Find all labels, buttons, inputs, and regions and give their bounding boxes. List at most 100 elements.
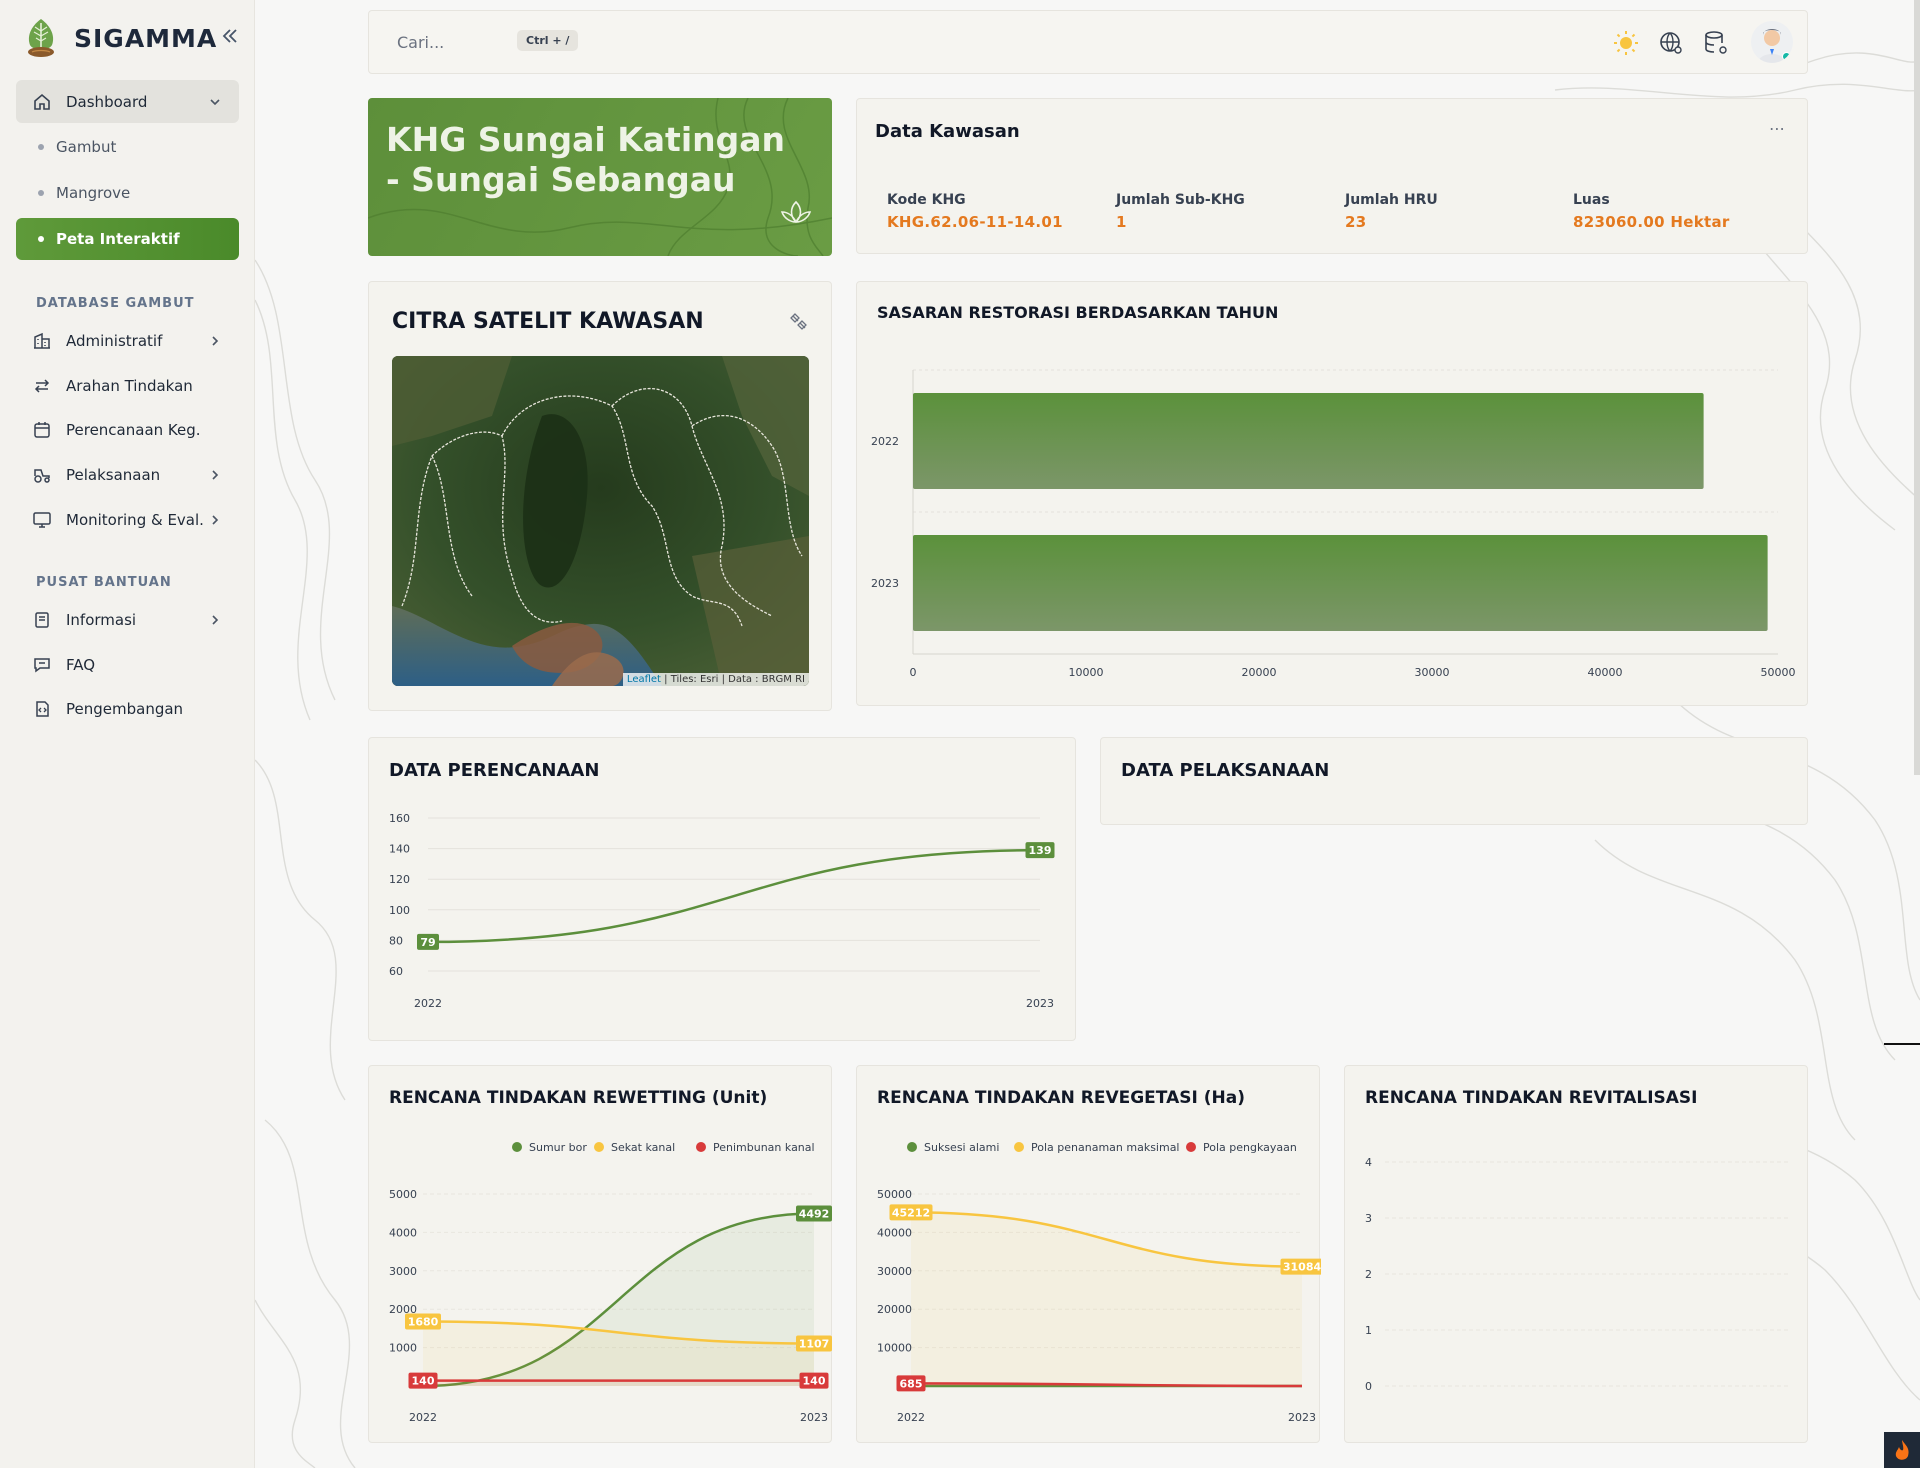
sidebar-item-monitoring[interactable]: Monitoring & Eval. (16, 500, 239, 540)
chart-title: RENCANA TINDAKAN REVITALISASI (1365, 1088, 1698, 1108)
topbar: Cari... Ctrl + / (368, 10, 1808, 74)
data-label: 685 (900, 1377, 923, 1390)
sidebar-item-arahan-tindakan[interactable]: Arahan Tindakan (16, 366, 239, 406)
sidebar-item-pelaksanaan[interactable]: Pelaksanaan (16, 455, 239, 495)
rewetting-chart: 1000 2000 3000 4000 5000 Sumur bor Sekat kanal… (389, 1141, 832, 1424)
building-icon (34, 332, 50, 349)
data-label: 31084 (1283, 1261, 1321, 1274)
y-tick-label: 100 (389, 904, 410, 917)
x-tick-label: 2022 (414, 997, 442, 1010)
data-kawasan-title: Data Kawasan (875, 121, 1020, 142)
data-label-bg (417, 933, 439, 950)
revitalisasi-chart: 0 1 2 3 4 (1365, 1156, 1790, 1393)
x-tick-label: 2022 (409, 1411, 437, 1424)
bullet-icon (38, 190, 44, 196)
flame-button[interactable] (1884, 1432, 1920, 1468)
chart-title: RENCANA TINDAKAN REWETTING (Unit) (389, 1088, 768, 1108)
sidebar-item-faq[interactable]: FAQ (16, 645, 239, 685)
database-settings-icon[interactable] (1702, 29, 1730, 57)
sidebar-item-informasi[interactable]: Informasi (16, 600, 239, 640)
data-label: 45212 (892, 1206, 930, 1219)
leaflet-link[interactable]: Leaflet (626, 674, 661, 685)
y-tick-label: 3000 (389, 1265, 417, 1278)
sidebar-item-mangrove[interactable]: Mangrove (16, 172, 239, 214)
series-line (422, 1320, 815, 1345)
legend-marker (594, 1142, 604, 1152)
chart-title: DATA PELAKSANAAN (1121, 760, 1330, 781)
x-tick-label: 2022 (897, 1411, 925, 1424)
satellite-map[interactable]: Leaflet | Tiles: Esri | Data : BRGM RI (392, 356, 809, 686)
data-label: 1680 (408, 1315, 439, 1328)
sidebar: SIGAMMA Dashboard Gambut Mangrove Peta I… (0, 0, 255, 1468)
y-tick-label: 2023 (871, 577, 899, 590)
sidebar-item-administratif[interactable]: Administratif (16, 321, 239, 361)
data-label-bg (889, 1204, 933, 1221)
hero-contour-pattern (368, 98, 832, 256)
sidebar-item-label: Gambut (56, 138, 117, 156)
double-chevron-left-icon[interactable] (220, 26, 240, 46)
chevron-right-icon (212, 336, 219, 346)
chevron-right-icon (212, 515, 219, 525)
bar-2023 (913, 535, 1768, 631)
chevron-right-icon (212, 615, 219, 625)
avatar-illustration (1758, 29, 1786, 63)
y-tick-label: 140 (389, 843, 410, 856)
sidebar-item-label: Monitoring & Eval. (66, 511, 204, 529)
sun-icon[interactable] (1612, 29, 1640, 57)
data-label-bg (796, 1205, 832, 1222)
data-pelaksanaan-card: DATA PELAKSANAAN (1100, 737, 1808, 825)
chart-title: SASARAN RESTORASI BERDASARKAN TAHUN (877, 303, 1279, 322)
field-label-jumlah-sub-khg: Jumlah Sub-KHG (1116, 192, 1245, 208)
scrollbar-thumb[interactable] (1914, 0, 1920, 775)
legend-marker (696, 1142, 706, 1152)
chevron-down-icon (210, 98, 220, 105)
sidebar-item-label: Perencanaan Keg. (66, 421, 201, 439)
x-tick-label: 0 (910, 666, 917, 679)
sidebar-item-perencanaan[interactable]: Perencanaan Keg. (16, 410, 239, 450)
search-input[interactable]: Cari... (397, 33, 445, 52)
series-area (423, 1380, 814, 1386)
chevron-right-icon (212, 470, 219, 480)
x-tick-label: 2023 (1288, 1411, 1316, 1424)
y-tick-label: 0 (1365, 1380, 1372, 1393)
sidebar-item-label: Administratif (66, 332, 163, 350)
x-tick-label: 10000 (1069, 666, 1104, 679)
revegetasi-chart: 10000 20000 30000 40000 50000 Suksesi alami Po… (877, 1141, 1321, 1424)
x-tick-label: 40000 (1588, 666, 1623, 679)
arrows-swap-icon (34, 379, 50, 393)
legend-marker (512, 1142, 522, 1152)
search-shortcut-badge: Ctrl + / (517, 30, 579, 51)
nav-dashboard-label: Dashboard (66, 92, 148, 111)
data-label: 1107 (799, 1337, 830, 1350)
legend-label: Pola penanaman maksimal (1031, 1141, 1180, 1154)
home-icon (34, 93, 50, 110)
field-label-luas: Luas (1573, 192, 1610, 208)
khg-hero-card: KHG Sungai Katingan - Sungai Sebangau (368, 98, 832, 256)
chat-question-icon (34, 658, 50, 673)
brand[interactable]: SIGAMMA (22, 16, 217, 60)
globe-settings-icon[interactable] (1657, 29, 1685, 57)
sidebar-item-peta-interaktif[interactable]: Peta Interaktif (16, 218, 239, 260)
x-tick-label: 2023 (800, 1411, 828, 1424)
user-avatar[interactable] (1751, 21, 1793, 63)
nav-dashboard[interactable]: Dashboard (16, 80, 239, 123)
legend-label: Pola pengkayaan (1203, 1141, 1297, 1154)
data-label-bg (896, 1375, 926, 1392)
satellite-imagery (392, 356, 809, 686)
sidebar-item-pengembangan[interactable]: Pengembangan (16, 689, 239, 729)
data-label: 79 (420, 936, 435, 949)
data-label: 4492 (799, 1208, 830, 1221)
attribution-text: | Tiles: Esri | Data : BRGM RI (660, 674, 805, 685)
data-label-bg (408, 1372, 438, 1389)
more-options-icon[interactable]: ⋯ (1769, 119, 1786, 138)
calendar-icon (34, 422, 50, 438)
sidebar-item-gambut[interactable]: Gambut (16, 126, 239, 168)
legend-label: Suksesi alami (924, 1141, 999, 1154)
y-tick-label: 1000 (389, 1342, 417, 1355)
code-file-icon (36, 701, 49, 717)
satellite-icon[interactable] (789, 312, 809, 332)
field-value-jumlah-hru: 23 (1345, 213, 1367, 231)
sidebar-item-label: FAQ (66, 656, 96, 674)
legend-label: Penimbunan kanal (713, 1141, 815, 1154)
x-tick-label: 20000 (1242, 666, 1277, 679)
